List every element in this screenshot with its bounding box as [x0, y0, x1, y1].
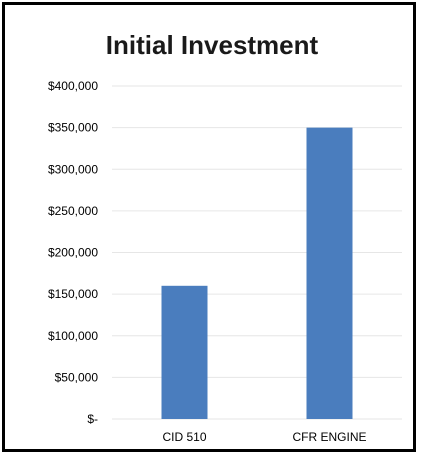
bar [161, 285, 208, 419]
y-tick-label: $50,000 [55, 370, 99, 384]
y-axis-ticks: $- $50,000 $100,000 $150,000 $200,000 $250,00… [48, 79, 98, 426]
y-tick-label: $400,000 [48, 79, 98, 93]
y-tick-label: $150,000 [48, 287, 98, 301]
y-tick-label: $350,000 [48, 121, 98, 135]
y-tick-label: $- [87, 412, 98, 426]
chart-title: Initial Investment [105, 30, 319, 60]
y-tick-label: $300,000 [48, 162, 98, 176]
x-category-label: CFR ENGINE [292, 430, 366, 444]
y-tick-label: $200,000 [48, 246, 98, 260]
y-tick-label: $250,000 [48, 204, 98, 218]
y-tick-label: $100,000 [48, 329, 98, 343]
x-category-label: CID 510 [162, 430, 206, 444]
bars [161, 127, 353, 419]
x-axis-categories: CID 510 CFR ENGINE [162, 430, 366, 444]
gridlines [112, 85, 402, 420]
bar [306, 127, 353, 419]
